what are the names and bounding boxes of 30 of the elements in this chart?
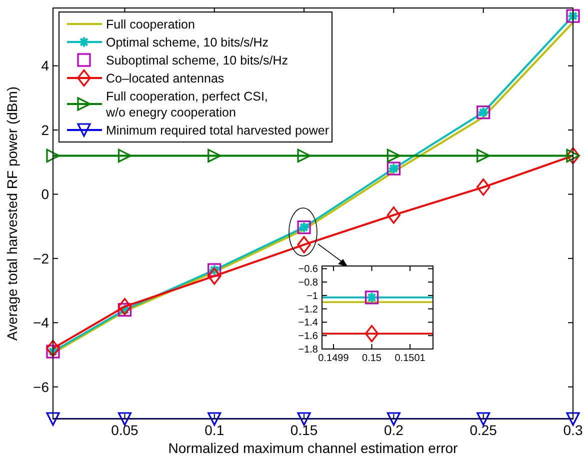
- y-tick-label: −4: [33, 314, 50, 331]
- legend-label: Co–located antennas: [106, 71, 224, 86]
- legend-label: Minimum required total harvested power: [106, 123, 330, 138]
- y-tick-label: 4: [41, 58, 50, 74]
- legend-label: Full cooperation: [106, 17, 195, 32]
- y-tick-label: 0: [41, 186, 50, 202]
- x-tick-label: 0.1499: [318, 353, 350, 364]
- legend-label: Full cooperation, perfect CSI, w/o enegry cooperation: [105, 89, 268, 120]
- x-tick-label: 0.25: [470, 422, 498, 438]
- x-tick-label: 0.2: [384, 422, 404, 438]
- y-tick-label: −2: [33, 250, 50, 266]
- y-tick-label: −1: [306, 290, 318, 302]
- x-tick-label: 0.15: [290, 422, 318, 438]
- y-axis-title: Average total harvested RF power (dBm): [4, 86, 20, 341]
- y-tick-label: 2: [41, 122, 50, 138]
- x-tick-label: 0.15: [362, 353, 382, 364]
- y-tick-label: −0.8: [298, 278, 318, 289]
- x-axis-title: Normalized maximum channel estimation error: [168, 440, 458, 456]
- x-tick-label: 0.3: [563, 422, 583, 438]
- x-tick-label: 0.1: [204, 422, 224, 438]
- x-tick-label: 0.1501: [394, 353, 426, 364]
- y-tick-label: −6: [33, 378, 50, 395]
- x-tick-label: 0.05: [111, 422, 139, 438]
- y-tick-label: −1.2: [298, 304, 318, 316]
- y-tick-label: −1.6: [298, 331, 318, 342]
- legend-label: Suboptimal scheme, 10 bits/s/Hz: [106, 53, 288, 68]
- y-tick-label: −1.8: [298, 344, 318, 356]
- y-tick-label: −1.4: [298, 318, 318, 329]
- y-tick-label: −0.6: [298, 264, 318, 276]
- legend-label: Optimal scheme, 10 bits/s/Hz: [106, 35, 269, 50]
